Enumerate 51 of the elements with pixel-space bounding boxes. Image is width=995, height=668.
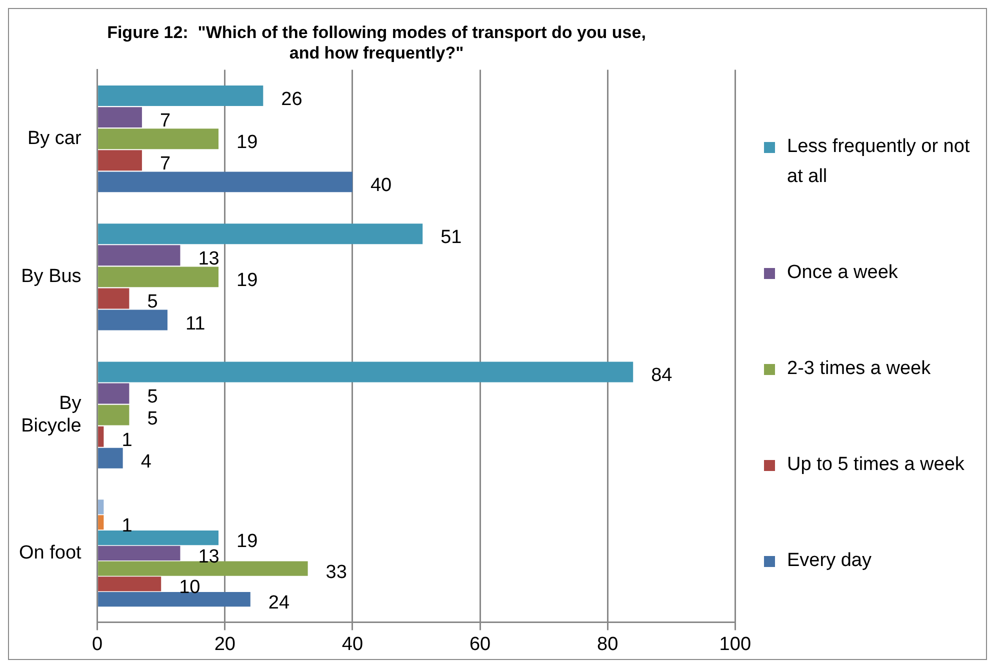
x-tick-label: 20 <box>214 634 236 655</box>
bar <box>98 404 130 426</box>
bar <box>98 288 130 309</box>
bar <box>98 383 130 404</box>
bar <box>98 310 168 330</box>
data-label: 51 <box>440 227 462 248</box>
legend-label: Every day <box>787 549 872 573</box>
data-label: 19 <box>236 530 258 552</box>
data-label: 7 <box>160 110 171 132</box>
data-label: 1 <box>122 430 132 451</box>
x-tick-label: 40 <box>342 634 364 655</box>
bar <box>98 107 142 128</box>
chart-title: Figure 12: "Which of the following modes of transport do you use, and how frequently?" <box>107 22 646 62</box>
y-tick-label: By car <box>27 128 82 150</box>
bar <box>98 426 104 447</box>
bar <box>98 128 219 150</box>
legend-label: Less frequently or not at all <box>787 135 971 189</box>
data-label: 5 <box>147 292 158 313</box>
legend-label: Once a week <box>787 261 899 285</box>
data-label: 5 <box>147 386 158 408</box>
bar <box>98 150 142 171</box>
data-label: 26 <box>281 88 302 110</box>
data-label: 7 <box>160 154 171 175</box>
bar <box>98 500 104 514</box>
data-label: 11 <box>185 313 206 334</box>
x-tick-label: 80 <box>597 634 618 655</box>
x-tick-label: 0 <box>92 634 103 655</box>
data-label: 5 <box>147 408 158 430</box>
y-tick-label: On foot <box>18 542 82 564</box>
data-label: 24 <box>268 592 290 614</box>
bar <box>98 224 423 244</box>
bar <box>98 245 180 266</box>
x-tick-label: 60 <box>469 634 491 655</box>
y-tick-label: By Bicycle <box>21 392 82 437</box>
bar <box>98 515 104 530</box>
data-label: 40 <box>370 175 392 196</box>
bar <box>98 86 264 106</box>
data-label: 33 <box>326 562 347 583</box>
x-tick-label: 100 <box>719 634 751 655</box>
legend-label: 2-3 times a week <box>787 357 932 381</box>
legend-label: Up to 5 times a week <box>787 453 966 477</box>
bar <box>98 172 352 192</box>
data-label: 13 <box>198 248 220 270</box>
data-label: 19 <box>236 132 258 154</box>
bar <box>98 266 219 288</box>
bar <box>98 448 123 468</box>
data-label: 19 <box>236 270 258 292</box>
y-tick-label: By Bus <box>21 266 82 288</box>
bar <box>98 362 634 382</box>
data-label: 84 <box>651 365 673 386</box>
data-label: 4 <box>140 451 152 472</box>
